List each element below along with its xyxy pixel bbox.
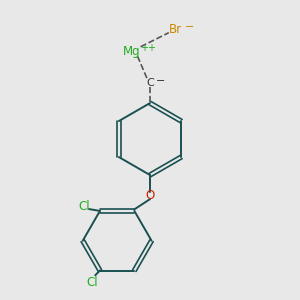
Text: −: −	[184, 22, 194, 32]
Text: Cl: Cl	[79, 200, 90, 213]
Text: Br: Br	[169, 23, 182, 36]
Text: ++: ++	[140, 43, 156, 53]
Text: C: C	[146, 78, 154, 88]
Text: −: −	[156, 76, 166, 86]
Text: Cl: Cl	[86, 276, 98, 289]
Text: O: O	[146, 189, 154, 202]
Text: Mg: Mg	[122, 45, 140, 58]
